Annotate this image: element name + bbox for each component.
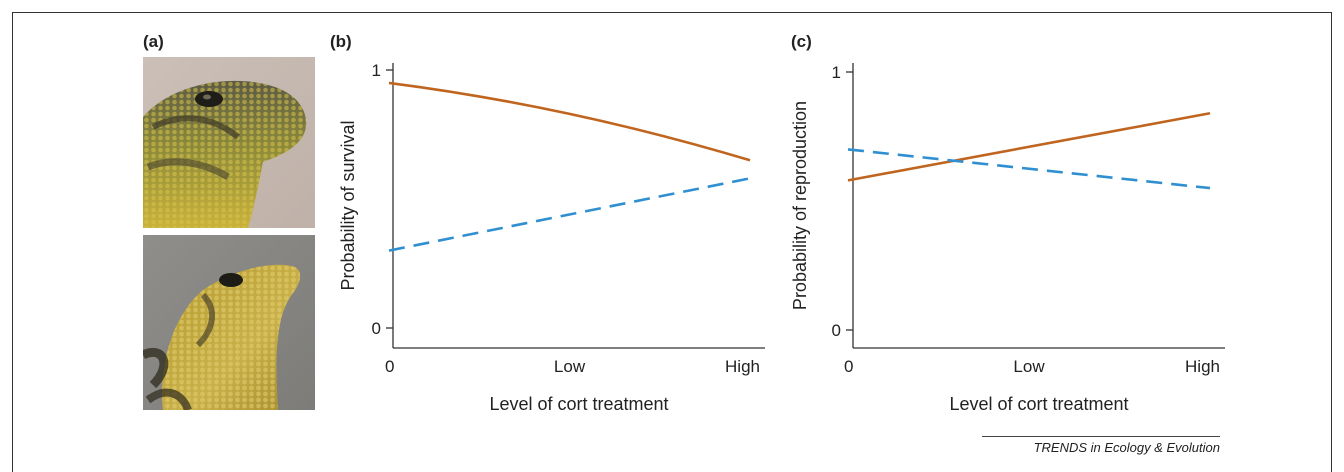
- x-tick-label: 0: [844, 357, 853, 376]
- x-axis-label: Level of cort treatment: [949, 394, 1128, 414]
- x-tick-label: High: [725, 357, 760, 376]
- lizard-photo-bottom: [143, 235, 315, 410]
- panel-label-a: (a): [143, 32, 164, 51]
- series-line-dashed: [388, 177, 751, 252]
- x-tick-label: Low: [554, 357, 586, 376]
- figure-credit: TRENDS in Ecology & Evolution: [982, 436, 1220, 455]
- y-tick-label: 0: [372, 319, 381, 338]
- x-tick-label: 0: [385, 357, 394, 376]
- panel-label-b: (b): [330, 32, 352, 51]
- y-axis-label: Probability of reproduction: [790, 101, 810, 310]
- y-tick-label: 0: [832, 321, 841, 340]
- lizard-photo-top: [143, 57, 315, 228]
- series-line-dashed: [847, 148, 1211, 190]
- y-axis-label: Probability of survival: [338, 120, 358, 290]
- y-tick-label: 1: [372, 61, 381, 80]
- series-line-solid: [388, 81, 751, 162]
- reproduction-chart: 0 1 0 Low High Level of cort treatment Probabi…: [790, 63, 1225, 414]
- x-axis-label: Level of cort treatment: [489, 394, 668, 414]
- x-tick-label: High: [1185, 357, 1220, 376]
- series-line-solid: [847, 112, 1211, 182]
- panel-label-c: (c): [791, 32, 812, 51]
- survival-chart: 0 1 0 Low High Level of cort treatment Probabi…: [338, 61, 765, 414]
- figure-frame: [12, 12, 1332, 472]
- x-tick-label: Low: [1013, 357, 1045, 376]
- y-tick-label: 1: [832, 63, 841, 82]
